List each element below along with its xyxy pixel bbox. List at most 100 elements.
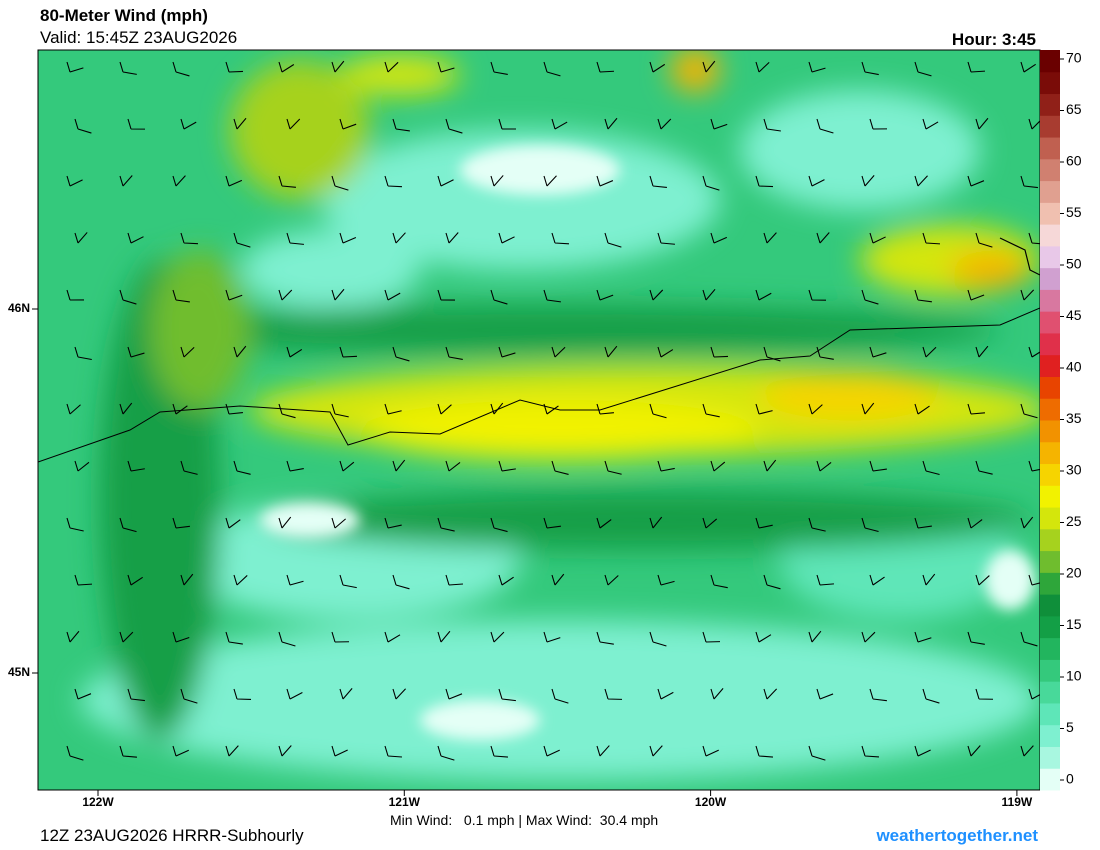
wind-barb xyxy=(233,460,251,475)
lon-label: 122W xyxy=(82,795,114,809)
wind-barb xyxy=(339,346,358,358)
colorbar-label: 60 xyxy=(1066,153,1082,169)
colorbar-label: 0 xyxy=(1066,771,1074,787)
wind-barb xyxy=(172,175,186,187)
wind-barb xyxy=(861,402,875,415)
colorbar-swatch xyxy=(1040,289,1060,312)
wind-barb xyxy=(551,118,568,130)
wind-barb xyxy=(1028,574,1040,586)
wind-barb xyxy=(66,630,80,643)
wind-barb xyxy=(702,745,719,757)
wind-stats: Min Wind: 0.1 mph | Max Wind: 30.4 mph xyxy=(390,812,659,828)
lat-label: 46N xyxy=(8,301,30,315)
wind-barb xyxy=(339,232,357,244)
wind-barb xyxy=(392,118,410,132)
wind-barb xyxy=(763,118,781,132)
colorbar-swatch xyxy=(1040,507,1060,530)
wind-barb xyxy=(816,118,834,134)
wind-barb xyxy=(286,346,303,358)
wind-barb xyxy=(755,175,774,188)
wind-barb xyxy=(331,631,350,643)
wind-barb xyxy=(172,517,190,529)
wind-barb xyxy=(225,745,239,757)
wind-barb xyxy=(498,460,516,472)
forecast-hour: Hour: 3:45 xyxy=(951,30,1036,49)
colorbar-label: 35 xyxy=(1066,410,1082,426)
wind-barb xyxy=(914,61,932,77)
wind-barb xyxy=(861,745,880,758)
wind-barb xyxy=(604,232,622,248)
wind-barb xyxy=(755,61,770,73)
wind-barb xyxy=(74,346,92,361)
wind-barb xyxy=(596,631,614,645)
colorbar-swatch xyxy=(1040,137,1060,160)
wind-barb xyxy=(975,345,989,358)
wind-barb xyxy=(119,745,137,758)
wind-barb xyxy=(702,403,720,418)
wind-barb xyxy=(437,745,455,761)
wind-barb xyxy=(975,574,990,586)
wind-barb xyxy=(445,346,463,360)
colorbar-label: 30 xyxy=(1066,462,1082,478)
wind-barb xyxy=(233,688,252,701)
colorbar-label: 40 xyxy=(1066,359,1082,375)
wind-barb xyxy=(384,289,401,301)
wind-barb xyxy=(445,688,463,700)
wind-barb xyxy=(657,574,675,586)
wind-barb xyxy=(649,403,667,419)
wind-barb xyxy=(763,232,777,244)
wind-barb xyxy=(331,403,349,418)
wind-barb xyxy=(543,631,561,643)
wind-barb xyxy=(649,175,667,188)
wind-barb xyxy=(384,745,403,758)
wind-barb xyxy=(914,289,932,303)
wind-barb xyxy=(702,631,721,643)
colorbar-label: 10 xyxy=(1066,668,1082,684)
wind-barb xyxy=(66,745,84,761)
wind-barb xyxy=(490,517,508,533)
colorbar-swatch xyxy=(1040,376,1060,399)
wind-barb xyxy=(180,232,199,245)
wind-barb xyxy=(1020,516,1034,529)
wind-barb xyxy=(74,118,92,134)
wind-barb xyxy=(869,232,886,244)
wind-barb xyxy=(710,118,728,130)
wind-barb xyxy=(975,688,994,700)
wind-barb xyxy=(755,631,772,643)
wind-barb xyxy=(180,346,195,358)
colorbar-swatch xyxy=(1040,724,1060,747)
wind-barb xyxy=(543,403,559,415)
wind-barb xyxy=(861,631,876,643)
wind-barb xyxy=(286,460,304,472)
colorbar-label: 25 xyxy=(1066,513,1082,529)
wind-barb xyxy=(490,61,508,75)
wind-barb xyxy=(392,688,407,700)
wind-barb xyxy=(384,175,403,188)
wind-barbs xyxy=(66,60,1040,761)
wind-barb xyxy=(649,61,666,73)
wind-barb xyxy=(657,118,672,130)
colorbar-swatch xyxy=(1040,550,1060,573)
colorbar-label: 20 xyxy=(1066,565,1082,581)
wind-barb xyxy=(914,175,928,187)
wind-barb xyxy=(384,61,399,73)
wind-barb xyxy=(914,403,930,415)
wind-barb xyxy=(596,61,615,73)
wind-barb xyxy=(808,289,827,301)
wind-barb xyxy=(869,346,887,358)
wind-barb xyxy=(498,232,515,244)
wind-barb xyxy=(66,61,84,73)
wind-barb xyxy=(808,403,823,415)
wind-barb xyxy=(967,745,981,757)
wind-barb xyxy=(1028,688,1040,700)
wind-barb xyxy=(710,346,729,358)
wind-barb xyxy=(1020,289,1035,301)
wind-barb xyxy=(172,61,190,77)
wind-barb xyxy=(967,403,985,415)
colorbar-label: 55 xyxy=(1066,204,1082,220)
wind-barb xyxy=(922,118,939,130)
wind-barb xyxy=(551,573,565,586)
wind-barb xyxy=(437,175,454,187)
wind-barb xyxy=(384,517,402,529)
